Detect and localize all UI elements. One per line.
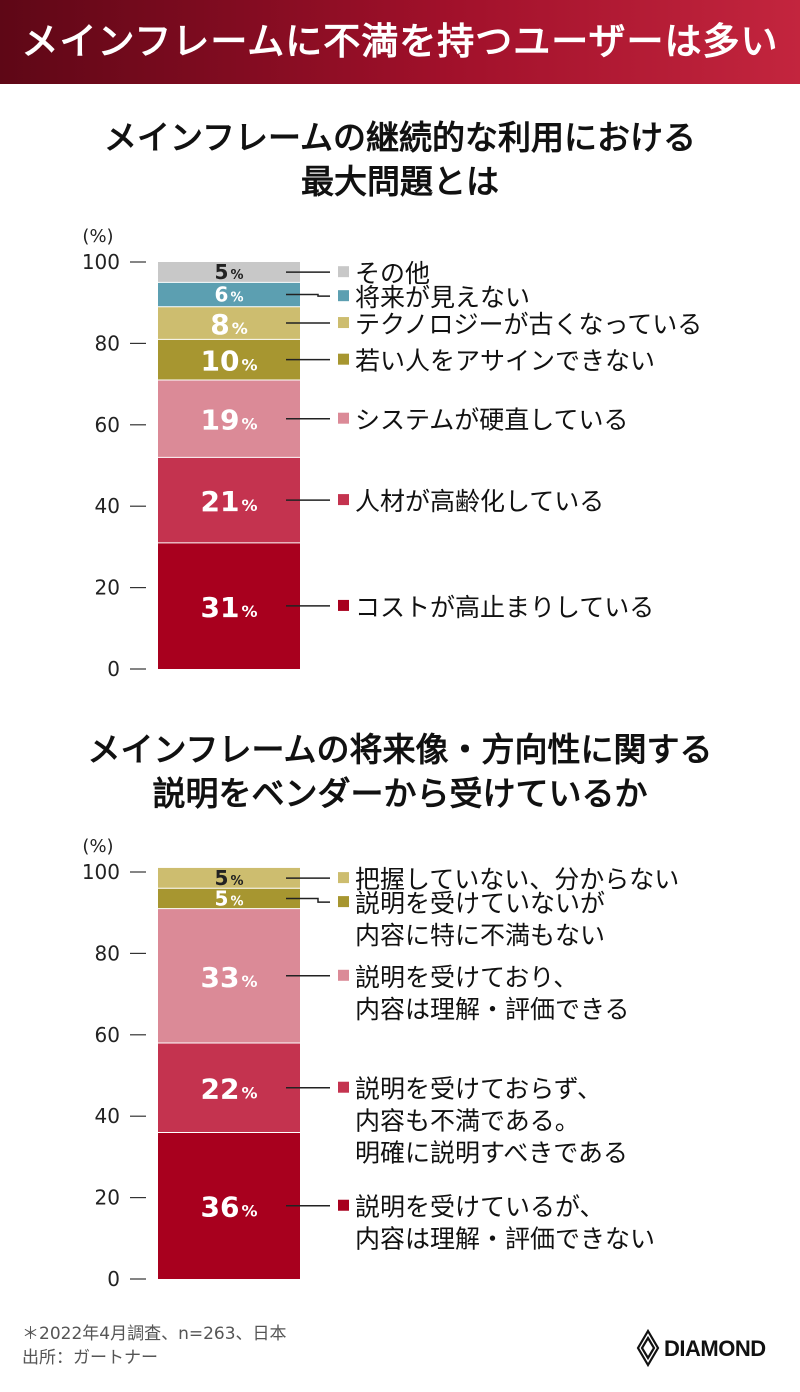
y-tick-label: 80 xyxy=(95,331,120,355)
leader-line xyxy=(286,293,330,297)
diamond-logo-icon xyxy=(636,1328,660,1368)
chart-2-title-line-2: 説明をベンダーから受けているか xyxy=(152,774,648,813)
data-label: 8% xyxy=(210,308,248,341)
leader-line xyxy=(286,897,330,903)
chart-1: (%) 0 20 40 60 80 100 31 % 21 % 19 % 10 % 8 %6 %5 % コストが高止ま… xyxy=(82,226,702,681)
data-label: 5% xyxy=(215,866,244,890)
legend-swatch xyxy=(338,896,349,908)
bar-segment xyxy=(158,306,300,340)
legend-label: 内容も不満である。 xyxy=(355,1107,580,1136)
legend-swatch xyxy=(338,317,349,329)
bar-segment xyxy=(158,339,300,381)
data-label: 5% xyxy=(215,886,244,910)
data-label: 21% xyxy=(201,485,258,518)
y-tick-label: 0 xyxy=(107,657,120,681)
data-label: 36% xyxy=(201,1191,258,1224)
legend-label: コストが高止まりしている xyxy=(355,593,654,622)
legend-label: 人材が高齢化している xyxy=(355,487,604,516)
footnote-line-1: ＊2022年4月調査、n=263、日本 xyxy=(22,1324,287,1344)
banner-title: メインフレームに不満を持つユーザーは多い xyxy=(21,20,779,63)
legend-label: テクノロジーが古くなっている xyxy=(355,310,702,339)
data-label: 10% xyxy=(201,345,258,378)
logo-text: DIAMOND xyxy=(664,1336,766,1361)
legend-swatch xyxy=(338,599,349,611)
y-axis-unit: (%) xyxy=(82,226,113,247)
banner xyxy=(0,0,800,84)
y-tick-label: 20 xyxy=(95,1186,120,1210)
data-label: 5% xyxy=(215,260,244,284)
legend-label: 説明を受けておらず、 xyxy=(355,1075,602,1104)
bar-segment xyxy=(158,282,300,307)
y-tick-label: 80 xyxy=(95,941,120,965)
y-tick-label: 40 xyxy=(95,1104,120,1128)
legend-swatch xyxy=(338,290,349,302)
footnote-line-2: 出所：ガートナー xyxy=(22,1348,158,1368)
data-label: 6% xyxy=(215,283,244,307)
legend-label: 明確に説明すべきである xyxy=(355,1139,628,1168)
legend-label: 若い人をアサインできない xyxy=(355,347,655,376)
y-tick-label: 20 xyxy=(95,576,120,600)
data-label: 22% xyxy=(201,1073,258,1106)
y-tick-label: 0 xyxy=(107,1267,120,1291)
bar-segment xyxy=(158,457,300,543)
chart-1-title-line-1: メインフレームの継続的な利用における xyxy=(103,118,697,157)
bar-segment xyxy=(158,1132,300,1279)
y-tick-label: 40 xyxy=(95,494,120,518)
y-tick-label: 100 xyxy=(82,860,120,884)
chart-2-title-line-1: メインフレームの将来像・方向性に関する xyxy=(87,730,713,769)
legend-label: 内容は理解・評価できる xyxy=(355,995,630,1024)
legend-label: その他 xyxy=(355,259,430,288)
legend-swatch xyxy=(338,1199,349,1211)
bar-segment xyxy=(158,888,300,909)
legend-swatch xyxy=(338,266,349,278)
bar-segment xyxy=(158,542,300,669)
y-tick-label: 60 xyxy=(95,1023,120,1047)
legend-swatch xyxy=(338,494,349,506)
bar-segment xyxy=(158,867,300,889)
bar-segment xyxy=(158,380,300,458)
legend-label: システムが硬直している xyxy=(355,406,629,435)
legend-swatch xyxy=(338,969,349,981)
data-label: 19% xyxy=(201,404,258,437)
legend-swatch xyxy=(338,872,349,884)
footnote: ＊2022年4月調査、n=263、日本 出所：ガートナー xyxy=(22,1322,287,1370)
y-tick-label: 60 xyxy=(95,413,120,437)
y-tick-label: 100 xyxy=(82,250,120,274)
legend-label: 説明を受けていないが xyxy=(355,889,605,918)
y-axis-unit: (%) xyxy=(82,836,113,857)
bar-segment xyxy=(158,1042,300,1133)
legend-swatch xyxy=(338,1081,349,1093)
bar-segment xyxy=(158,262,300,283)
legend-label: 説明を受けており、 xyxy=(355,963,578,992)
data-label: 31% xyxy=(201,591,258,624)
legend-label: 内容は理解・評価できない xyxy=(355,1225,655,1254)
chart-2-title: メインフレームの将来像・方向性に関する 説明をベンダーから受けているか xyxy=(0,728,800,816)
legend-label: 把握していない、分からない xyxy=(355,865,679,894)
chart-1-title-line-2: 最大問題とは xyxy=(301,162,499,201)
legend-swatch xyxy=(338,353,349,365)
legend-swatch xyxy=(338,412,349,424)
data-label: 33% xyxy=(201,961,258,994)
legend-label: 将来が見えない xyxy=(355,283,530,312)
legend-label: 内容に特に不満もない xyxy=(355,921,605,950)
bar-segment xyxy=(158,908,300,1043)
chart-1-title: メインフレームの継続的な利用における 最大問題とは xyxy=(0,116,800,204)
legend-label: 説明を受けているが、 xyxy=(355,1193,605,1222)
